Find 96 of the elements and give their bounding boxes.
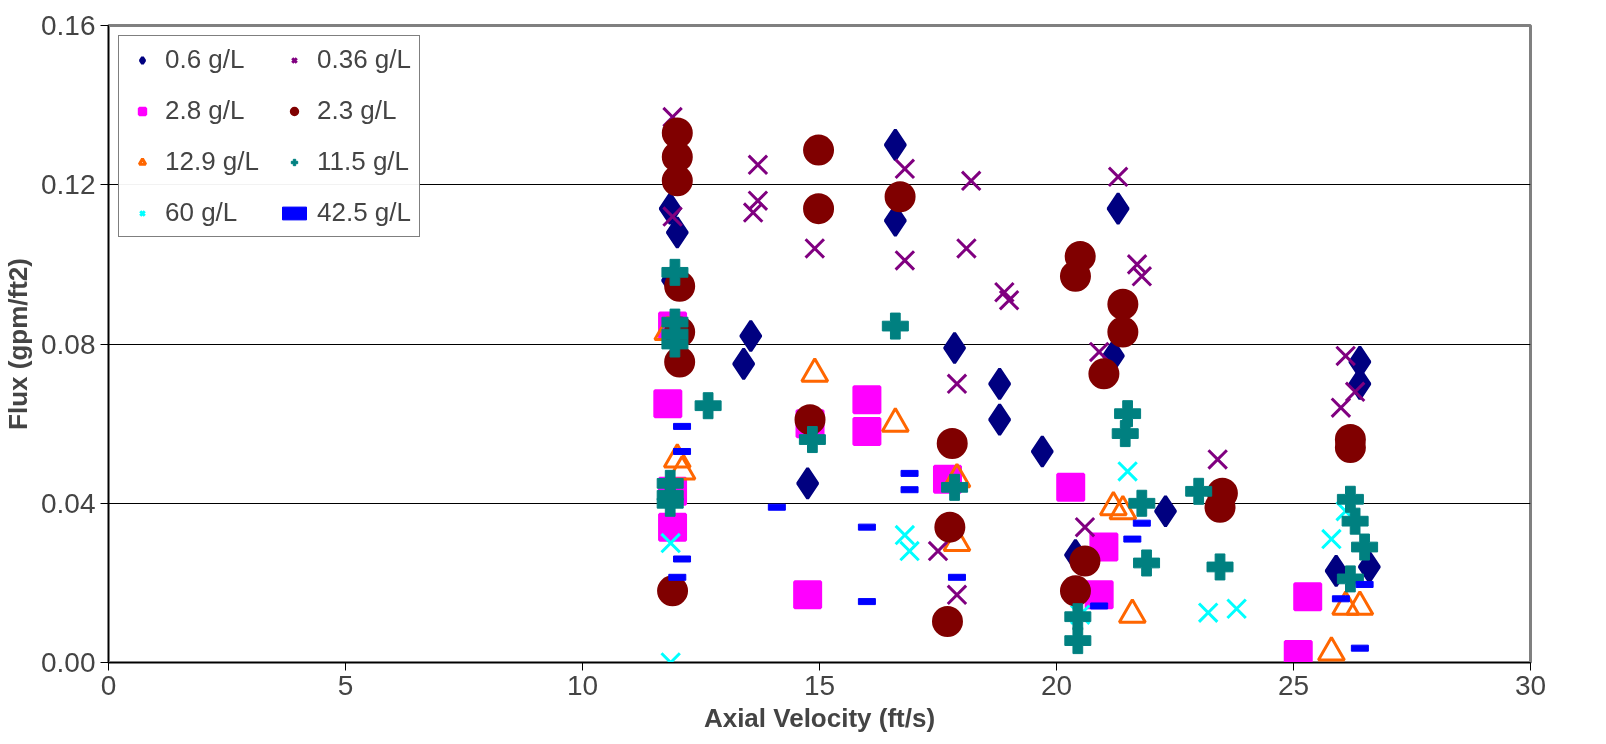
legend-label: 2.3 g/L	[316, 95, 397, 126]
point	[931, 606, 963, 637]
point	[943, 331, 967, 365]
point	[657, 575, 689, 607]
point	[1056, 472, 1086, 502]
x-tick-label: 20	[1040, 669, 1073, 701]
x-tick-label: 30	[1514, 669, 1547, 701]
point	[1330, 397, 1352, 419]
point	[1131, 265, 1153, 288]
point	[739, 319, 763, 353]
y-tick-label: 0.16	[41, 10, 96, 41]
x-tick-label: 15	[803, 669, 836, 701]
point	[998, 289, 1020, 311]
point	[894, 158, 916, 180]
point	[993, 281, 1016, 303]
x-tick-label: 25	[1277, 669, 1310, 701]
point	[1128, 489, 1156, 517]
x-tick-label: 5	[337, 669, 354, 701]
point	[1111, 420, 1139, 448]
point	[661, 165, 693, 197]
point	[1341, 507, 1369, 535]
legend-label: 0.6 g/L	[165, 44, 245, 75]
point	[941, 473, 969, 501]
point	[732, 347, 756, 381]
point	[1088, 358, 1120, 390]
point	[1088, 341, 1110, 363]
point	[894, 249, 916, 272]
point	[1126, 253, 1148, 276]
point	[661, 258, 689, 286]
point	[883, 128, 907, 162]
point	[1064, 627, 1092, 655]
point	[1336, 485, 1364, 513]
point	[884, 181, 916, 213]
point	[1074, 516, 1096, 538]
point	[694, 392, 722, 420]
point	[798, 426, 826, 454]
point	[1293, 582, 1323, 612]
point	[1197, 602, 1219, 624]
point	[1133, 549, 1161, 577]
y-tick-label: 0.12	[41, 169, 96, 201]
point	[1107, 288, 1139, 320]
point	[960, 170, 982, 192]
point	[665, 216, 689, 250]
point	[1154, 494, 1178, 528]
point	[852, 385, 882, 415]
point	[747, 154, 769, 176]
point	[1030, 434, 1054, 468]
point	[1059, 260, 1091, 292]
point	[1185, 477, 1213, 505]
point	[1334, 345, 1357, 367]
point	[852, 417, 882, 447]
y-tick-label: 0.08	[41, 328, 96, 360]
point	[927, 540, 949, 562]
point	[1336, 565, 1364, 593]
point	[1059, 575, 1091, 607]
point	[1116, 460, 1139, 483]
point	[742, 201, 764, 224]
x-tick-label: 10	[566, 669, 599, 701]
y-axis-title: Flux (gpm/ft2)	[3, 258, 33, 430]
point	[946, 584, 968, 606]
point	[1069, 545, 1101, 577]
point	[934, 511, 966, 543]
y-tick-label: 0.00	[41, 647, 96, 678]
point	[796, 466, 820, 500]
point	[653, 389, 683, 419]
x-tick-label: 0	[100, 669, 117, 701]
point	[881, 312, 909, 340]
legend-label: 11.5 g/L	[316, 146, 410, 177]
point	[1320, 528, 1343, 550]
point	[946, 373, 968, 395]
point	[1106, 192, 1130, 226]
point	[988, 367, 1012, 401]
point	[803, 134, 835, 166]
point	[894, 524, 916, 546]
y-tick-label: 0.04	[41, 487, 96, 519]
point	[1351, 533, 1379, 561]
point	[1206, 553, 1234, 581]
point	[1107, 316, 1139, 348]
point	[1107, 166, 1129, 188]
point	[793, 580, 823, 610]
point	[955, 237, 978, 260]
legend-label: 2.8 g/L	[165, 95, 245, 126]
point	[747, 189, 769, 212]
legend-label: 0.36 g/L	[316, 44, 411, 75]
point	[804, 237, 826, 260]
point	[898, 540, 921, 562]
legend-label: 12.9 g/L	[165, 146, 259, 177]
point	[1225, 598, 1248, 620]
legend-label: 60 g/L	[165, 197, 238, 228]
x-axis-title: Axial Velocity (ft/s)	[703, 702, 936, 733]
point	[659, 532, 682, 554]
point	[803, 193, 835, 225]
point	[988, 403, 1012, 437]
point	[936, 428, 968, 459]
legend-label: 42.5 g/L	[316, 197, 411, 228]
point	[1206, 448, 1229, 471]
